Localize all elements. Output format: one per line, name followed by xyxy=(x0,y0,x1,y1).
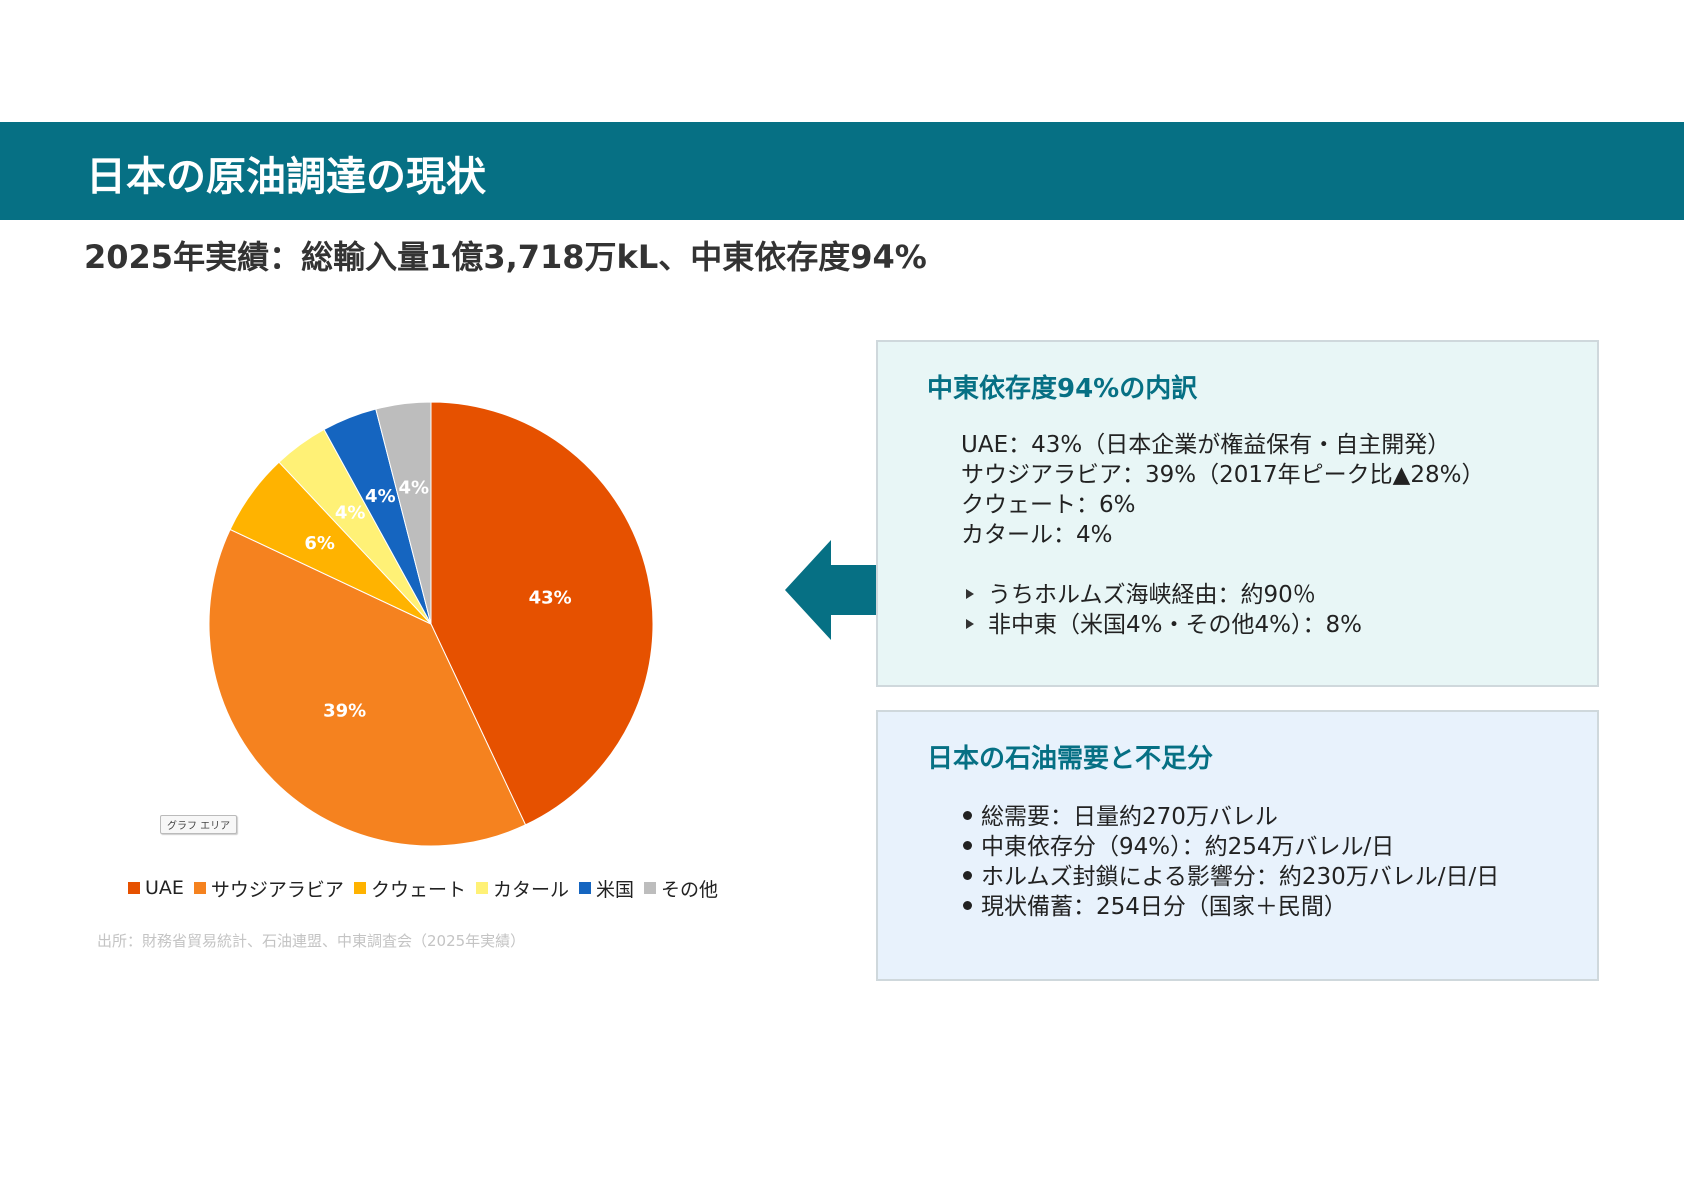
legend-swatch-3 xyxy=(475,882,488,894)
pie-data-label-3: 4% xyxy=(335,503,366,524)
demand-item: 現状備蓄：254日分（国家＋民間） xyxy=(963,892,1499,922)
legend-label-0: UAE xyxy=(145,877,184,899)
page-title: 日本の原油調達の現状 xyxy=(86,154,486,200)
breakdown-line: UAE：43%（日本企業が権益保有・自主開発） xyxy=(961,432,1451,458)
demand-panel: 日本の石油需要と不足分 総需要：日量約270万バレル 中東依存分（94%）：約2… xyxy=(876,710,1599,981)
source-note: 出所：財務省貿易統計、石油連盟、中東調査会（2025年実績） xyxy=(97,932,526,950)
legend-label-2: クウェート xyxy=(370,878,466,901)
pie-data-label-4: 4% xyxy=(365,486,396,507)
legend-item-2: クウェート xyxy=(353,875,466,902)
legend-item-0: UAE xyxy=(128,877,184,899)
breakdown-panel: 中東依存度94%の内訳 UAE：43%（日本企業が権益保有・自主開発） サウジア… xyxy=(876,340,1599,687)
title-bar: 日本の原油調達の現状 xyxy=(0,122,1684,220)
breakdown-sub-list: うちホルムズ海峡経由：約90％ 非中東（米国4%・その他4%）：8% xyxy=(966,580,1362,640)
breakdown-line: サウジアラビア：39%（2017年ピーク比▲28%） xyxy=(961,462,1485,488)
demand-list: 総需要：日量約270万バレル 中東依存分（94%）：約254万バレル/日 ホルム… xyxy=(963,802,1499,922)
bullet-dot-icon xyxy=(963,871,972,880)
pie-data-label-5: 4% xyxy=(398,477,429,498)
demand-item: ホルムズ封鎖による影響分：約230万バレル/日/日 xyxy=(963,862,1499,892)
pie-slice-0 xyxy=(430,401,654,826)
breakdown-sub-text: 非中東（米国4%・その他4%）：8% xyxy=(988,612,1362,638)
chart-area-tag: グラフ エリア xyxy=(160,815,238,834)
legend-item-5: その他 xyxy=(643,875,718,902)
demand-text: 中東依存分（94%）：約254万バレル/日 xyxy=(981,834,1395,860)
demand-text: 現状備蓄：254日分（国家＋民間） xyxy=(981,894,1347,920)
legend-label-5: その他 xyxy=(660,878,718,901)
arrow-shape xyxy=(785,540,877,640)
bullet-dot-icon xyxy=(963,841,972,850)
left-arrow-icon xyxy=(785,540,877,640)
triangle-bullet-icon xyxy=(966,618,974,629)
legend-label-3: カタール xyxy=(492,878,569,901)
chart-legend: UAE サウジアラビア クウェート カタール 米国 その他 xyxy=(128,875,728,901)
bullet-dot-icon xyxy=(963,901,972,910)
pie-slice-1 xyxy=(208,528,527,847)
legend-swatch-5 xyxy=(643,882,656,894)
breakdown-sub-text: うちホルムズ海峡経由：約90％ xyxy=(988,582,1316,608)
legend-swatch-4 xyxy=(578,882,591,894)
demand-panel-title: 日本の石油需要と不足分 xyxy=(927,744,1214,774)
breakdown-sub-item: 非中東（米国4%・その他4%）：8% xyxy=(966,610,1362,640)
legend-swatch-1 xyxy=(193,882,206,894)
breakdown-list: UAE：43%（日本企業が権益保有・自主開発） サウジアラビア：39%（2017… xyxy=(961,430,1484,550)
legend-item-3: カタール xyxy=(475,875,569,902)
breakdown-line: カタール：4% xyxy=(961,522,1113,548)
pie-slice-5 xyxy=(375,401,432,625)
legend-label-4: 米国 xyxy=(595,878,634,901)
legend-label-1: サウジアラビア xyxy=(210,878,344,901)
legend-item-1: サウジアラビア xyxy=(193,875,344,902)
demand-text: 総需要：日量約270万バレル xyxy=(981,804,1278,830)
pie-data-label-0: 43% xyxy=(529,587,572,608)
page-subtitle: 2025年実績：総輸入量1億3,718万kL、中東依存度94% xyxy=(84,238,927,276)
pie-chart: 43%39%6%4%4% 4% xyxy=(208,401,654,847)
breakdown-line: クウェート：6% xyxy=(961,492,1136,518)
legend-swatch-2 xyxy=(353,882,366,894)
triangle-bullet-icon xyxy=(966,588,974,599)
breakdown-panel-title: 中東依存度94%の内訳 xyxy=(927,374,1198,404)
pie-data-label-1: 39% xyxy=(323,700,366,721)
pie-data-label-2: 6% xyxy=(304,533,335,554)
legend-item-4: 米国 xyxy=(578,875,634,902)
bullet-dot-icon xyxy=(963,811,972,820)
demand-item: 総需要：日量約270万バレル xyxy=(963,802,1499,832)
demand-text: ホルムズ封鎖による影響分：約230万バレル/日/日 xyxy=(981,864,1500,890)
demand-item: 中東依存分（94%）：約254万バレル/日 xyxy=(963,832,1499,862)
legend-swatch-0 xyxy=(128,882,140,894)
breakdown-sub-item: うちホルムズ海峡経由：約90％ xyxy=(966,580,1362,610)
